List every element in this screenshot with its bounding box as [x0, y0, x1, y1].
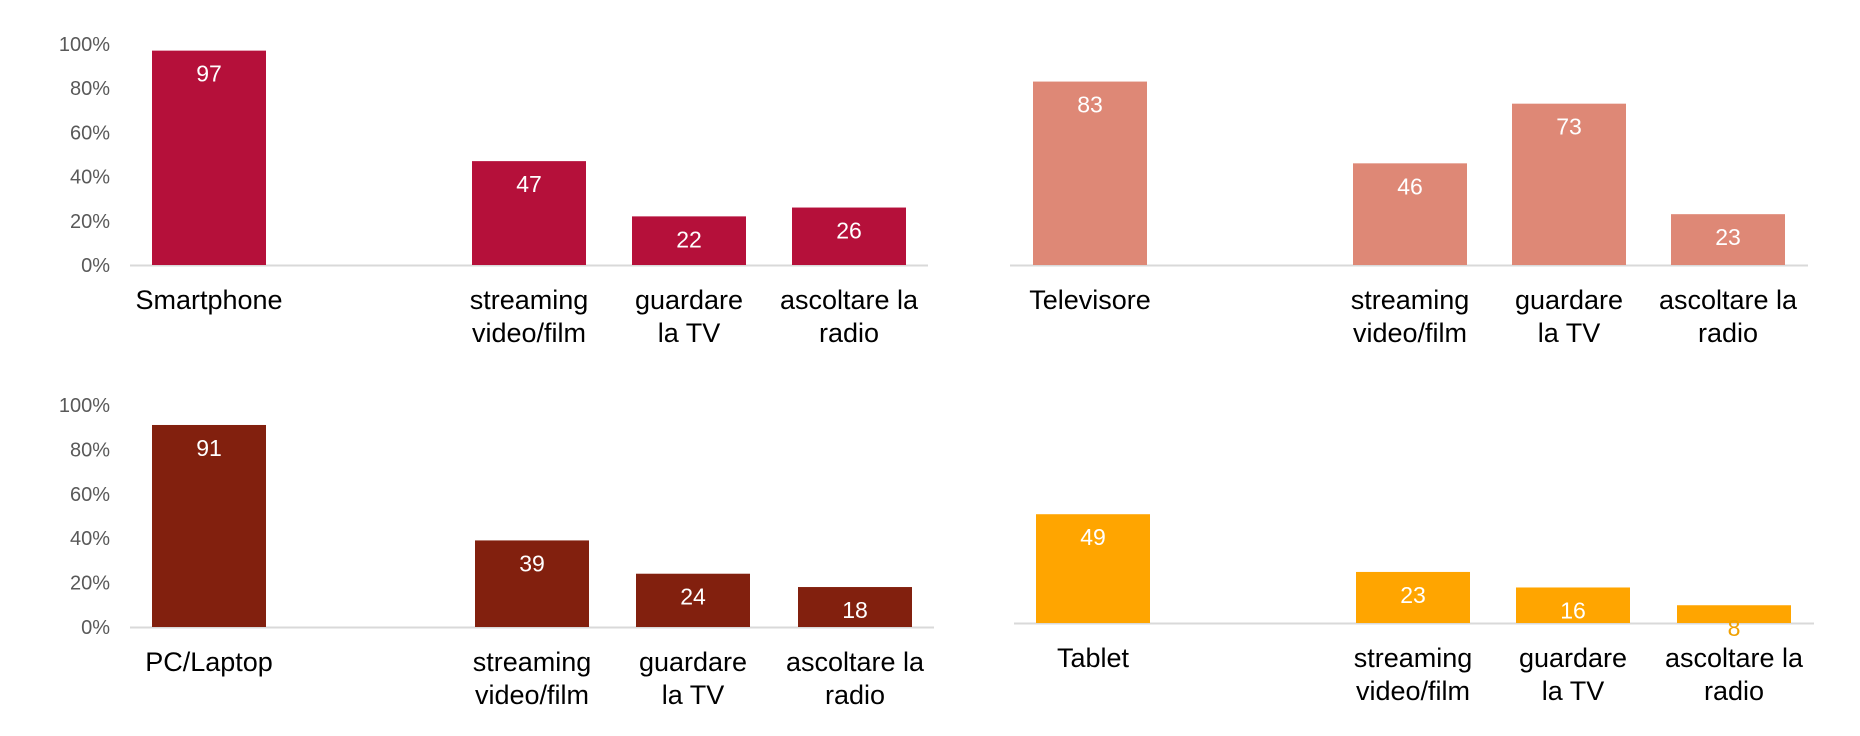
data-label: 23	[1715, 224, 1741, 250]
data-label: 83	[1077, 92, 1103, 118]
category-label-line: ascoltare la	[1665, 643, 1804, 673]
category-label: ascoltare la radio	[1659, 285, 1798, 348]
data-label: 47	[516, 171, 542, 197]
bar	[1356, 571, 1470, 623]
y-tick-label: 0%	[81, 617, 110, 639]
category-label: streaming video/film	[1354, 643, 1473, 706]
bar	[472, 161, 586, 265]
data-label: 24	[680, 584, 706, 610]
category-label-line: radio	[819, 318, 879, 348]
category-label: Smartphone	[135, 285, 282, 315]
data-label: 46	[1397, 173, 1423, 199]
category-label: streaming video/film	[470, 285, 589, 348]
category-label-line: video/film	[475, 680, 589, 710]
category-label-line: radio	[1704, 676, 1764, 706]
y-tick-label: 80%	[70, 439, 110, 461]
category-label-line: ascoltare la	[780, 285, 919, 315]
category-label-line: guardare	[635, 285, 743, 315]
bar	[1033, 81, 1147, 265]
category-label: streaming video/film	[1351, 285, 1470, 348]
category-label: guardare la TV	[1515, 285, 1623, 348]
category-label-line: radio	[825, 680, 885, 710]
category-label-line: la TV	[662, 680, 725, 710]
category-label-line: streaming	[1354, 643, 1473, 673]
category-label: ascoltare la radio	[780, 285, 919, 348]
chart-panel-4: 49 23 16 8 Tablet streaming video/film guardare…	[1014, 514, 1814, 706]
bar	[1677, 605, 1791, 623]
category-label-line: la TV	[658, 318, 721, 348]
y-tick-label: 100%	[59, 395, 110, 417]
data-label: 39	[519, 550, 545, 576]
category-label-line: streaming	[473, 647, 592, 677]
chart-panel-2: 83 46 73 23 Televisore streaming video/film gua…	[1010, 81, 1808, 348]
category-label-line: streaming	[1351, 285, 1470, 315]
y-tick-label: 0%	[81, 255, 110, 277]
category-label: guardare la TV	[639, 647, 747, 710]
bar	[632, 216, 746, 265]
y-tick-label: 60%	[70, 122, 110, 144]
bar	[636, 573, 750, 627]
category-label: PC/Laptop	[145, 647, 273, 677]
y-tick-label: 40%	[70, 167, 110, 189]
category-label: Tablet	[1057, 643, 1130, 673]
bar	[1036, 514, 1150, 623]
category-label-line: video/film	[472, 318, 586, 348]
chart-panel-1: 0% 20% 40% 60% 80% 100% 97 47 22 26 Smartphone stre…	[59, 34, 928, 348]
category-label-line: guardare	[639, 647, 747, 677]
bar	[1671, 214, 1785, 265]
data-label: 22	[676, 226, 702, 252]
category-label-line: video/film	[1353, 318, 1467, 348]
category-label-line: Smartphone	[135, 285, 282, 315]
bar	[152, 424, 266, 627]
category-label-line: guardare	[1515, 285, 1623, 315]
y-tick-label: 60%	[70, 484, 110, 506]
bar	[798, 587, 912, 627]
bar	[1353, 163, 1467, 265]
category-label-line: ascoltare la	[786, 647, 925, 677]
data-label: 23	[1400, 582, 1426, 608]
data-label: 8	[1728, 615, 1741, 641]
category-label-line: guardare	[1519, 643, 1627, 673]
category-label: guardare la TV	[1519, 643, 1627, 706]
y-tick-label: 80%	[70, 78, 110, 100]
data-label: 26	[836, 218, 862, 244]
bar	[1512, 103, 1626, 265]
data-label: 97	[196, 61, 222, 87]
bar	[792, 207, 906, 265]
y-tick-label: 20%	[70, 211, 110, 233]
category-label-line: ascoltare la	[1659, 285, 1798, 315]
y-tick-label: 40%	[70, 528, 110, 550]
bar	[152, 50, 266, 265]
chart-panel-3: 0% 20% 40% 60% 80% 100% 91 39 24 18 PC/Laptop strea…	[59, 395, 934, 710]
data-label: 18	[842, 597, 868, 623]
category-label-line: video/film	[1356, 676, 1470, 706]
category-label-line: la TV	[1542, 676, 1605, 706]
category-label: guardare la TV	[635, 285, 743, 348]
y-tick-label: 20%	[70, 573, 110, 595]
data-label: 91	[196, 435, 222, 461]
bar	[475, 540, 589, 627]
category-label: Televisore	[1029, 285, 1151, 315]
data-label: 49	[1080, 524, 1106, 550]
category-label-line: streaming	[470, 285, 589, 315]
y-tick-label: 100%	[59, 34, 110, 56]
category-label-line: Televisore	[1029, 285, 1151, 315]
data-label: 16	[1560, 597, 1586, 623]
category-label-line: Tablet	[1057, 643, 1130, 673]
category-label-line: la TV	[1538, 318, 1601, 348]
category-label: ascoltare la radio	[786, 647, 925, 710]
category-label-line: PC/Laptop	[145, 647, 273, 677]
category-label: ascoltare la radio	[1665, 643, 1804, 706]
category-label: streaming video/film	[473, 647, 592, 710]
data-label: 73	[1556, 114, 1582, 140]
bar	[1516, 587, 1630, 623]
category-label-line: radio	[1698, 318, 1758, 348]
